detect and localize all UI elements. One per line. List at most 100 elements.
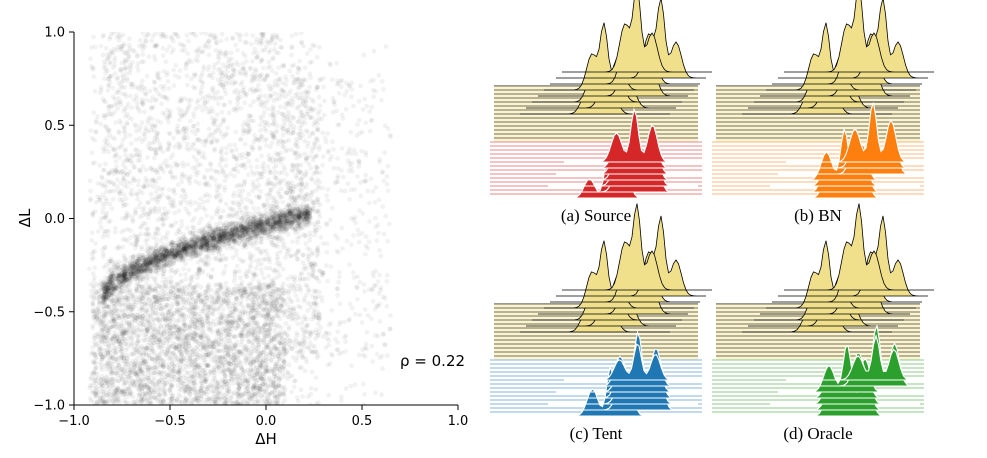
scatter-point	[327, 157, 333, 163]
scatter-point	[261, 160, 266, 166]
scatter-point	[218, 38, 224, 44]
scatter-point	[172, 144, 178, 150]
scatter-point	[214, 168, 220, 174]
scatter-point	[103, 380, 109, 386]
scatter-point	[312, 43, 317, 49]
scatter-point	[206, 64, 212, 69]
scatter-point	[175, 129, 180, 134]
scatter-point	[235, 381, 241, 386]
scatter-point	[377, 355, 383, 361]
scatter-point	[284, 251, 290, 257]
scatter-point	[101, 292, 107, 297]
scatter-point	[297, 223, 303, 228]
scatter-point	[207, 238, 213, 244]
scatter-point	[288, 307, 294, 313]
scatter-point	[241, 401, 246, 405]
scatter-point	[225, 125, 231, 131]
scatter-point	[107, 51, 113, 57]
scatter-point	[189, 218, 195, 224]
scatter-point	[89, 63, 94, 69]
scatter-point	[122, 57, 128, 63]
scatter-point	[215, 190, 220, 196]
scatter-point	[282, 337, 288, 343]
scatter-point	[380, 204, 386, 210]
scatter-point	[215, 77, 221, 82]
scatter-point	[152, 80, 158, 85]
scatter-point	[198, 91, 204, 97]
scatter-point	[179, 219, 185, 224]
scatter-point	[144, 183, 150, 189]
scatter-point	[363, 172, 369, 178]
scatter-point	[238, 223, 243, 229]
scatter-point	[155, 137, 161, 143]
scatter-point	[370, 87, 376, 93]
scatter-point	[159, 257, 165, 263]
scatter-point	[330, 139, 335, 145]
scatter-point	[238, 275, 243, 281]
scatter-point	[365, 188, 371, 194]
scatter-point	[223, 163, 229, 169]
scatter-point	[188, 97, 194, 103]
scatter-point	[277, 273, 283, 278]
scatter-point	[202, 193, 207, 199]
scatter-point	[122, 51, 128, 57]
scatter-point	[258, 133, 264, 139]
scatter-point	[249, 169, 255, 175]
scatter-point	[206, 325, 211, 330]
scatter-point	[117, 197, 123, 203]
scatter-point	[127, 235, 133, 241]
scatter-point	[275, 189, 281, 195]
scatter-point	[221, 118, 227, 123]
scatter-point	[126, 212, 131, 218]
scatter-point	[188, 76, 194, 82]
scatter-point	[92, 311, 98, 317]
scatter-point	[164, 373, 170, 378]
scatter-point	[176, 162, 182, 168]
scatter-point	[311, 200, 317, 206]
scatter-point	[221, 170, 226, 175]
scatter-point	[269, 336, 275, 342]
scatter-point	[270, 277, 276, 283]
scatter-point	[379, 170, 385, 175]
scatter-point	[202, 100, 208, 106]
scatter-point	[137, 38, 143, 43]
scatter-point	[215, 224, 221, 230]
scatter-point	[306, 344, 312, 350]
scatter-point	[289, 346, 295, 352]
scatter-point	[215, 112, 220, 117]
scatter-point	[112, 388, 118, 394]
scatter-point	[290, 103, 295, 108]
scatter-point	[218, 197, 224, 203]
scatter-point	[97, 195, 103, 201]
scatter-point	[133, 209, 138, 215]
scatter-point	[294, 315, 300, 320]
scatter-point	[127, 93, 133, 99]
scatter-point	[111, 65, 116, 70]
scatter-point	[247, 128, 253, 133]
scatter-point	[253, 399, 259, 404]
scatter-point	[218, 149, 224, 155]
scatter-point	[300, 196, 305, 201]
scatter-point	[288, 253, 294, 259]
scatter-point	[353, 220, 358, 226]
scatter-point	[157, 76, 163, 82]
scatter-point	[363, 251, 368, 257]
scatter-point	[330, 353, 335, 358]
scatter-point	[287, 196, 293, 202]
scatter-point	[237, 204, 242, 210]
scatter-point	[134, 147, 140, 153]
scatter-point	[179, 98, 184, 104]
scatter-point	[118, 99, 124, 105]
scatter-point	[108, 179, 114, 185]
scatter-point	[165, 97, 170, 102]
scatter-point	[194, 157, 200, 163]
scatter-point	[219, 76, 224, 82]
scatter-point	[206, 52, 212, 58]
scatter-point	[136, 269, 141, 275]
scatter-point	[351, 217, 357, 223]
scatter-point	[365, 313, 371, 318]
scatter-point	[112, 229, 118, 235]
scatter-point	[266, 282, 272, 288]
scatter-point	[142, 136, 148, 142]
scatter-point	[156, 231, 161, 236]
